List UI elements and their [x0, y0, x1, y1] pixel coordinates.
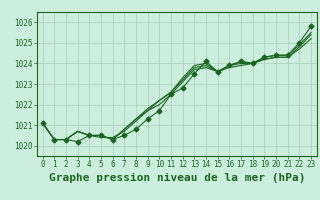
X-axis label: Graphe pression niveau de la mer (hPa): Graphe pression niveau de la mer (hPa)	[49, 173, 305, 183]
